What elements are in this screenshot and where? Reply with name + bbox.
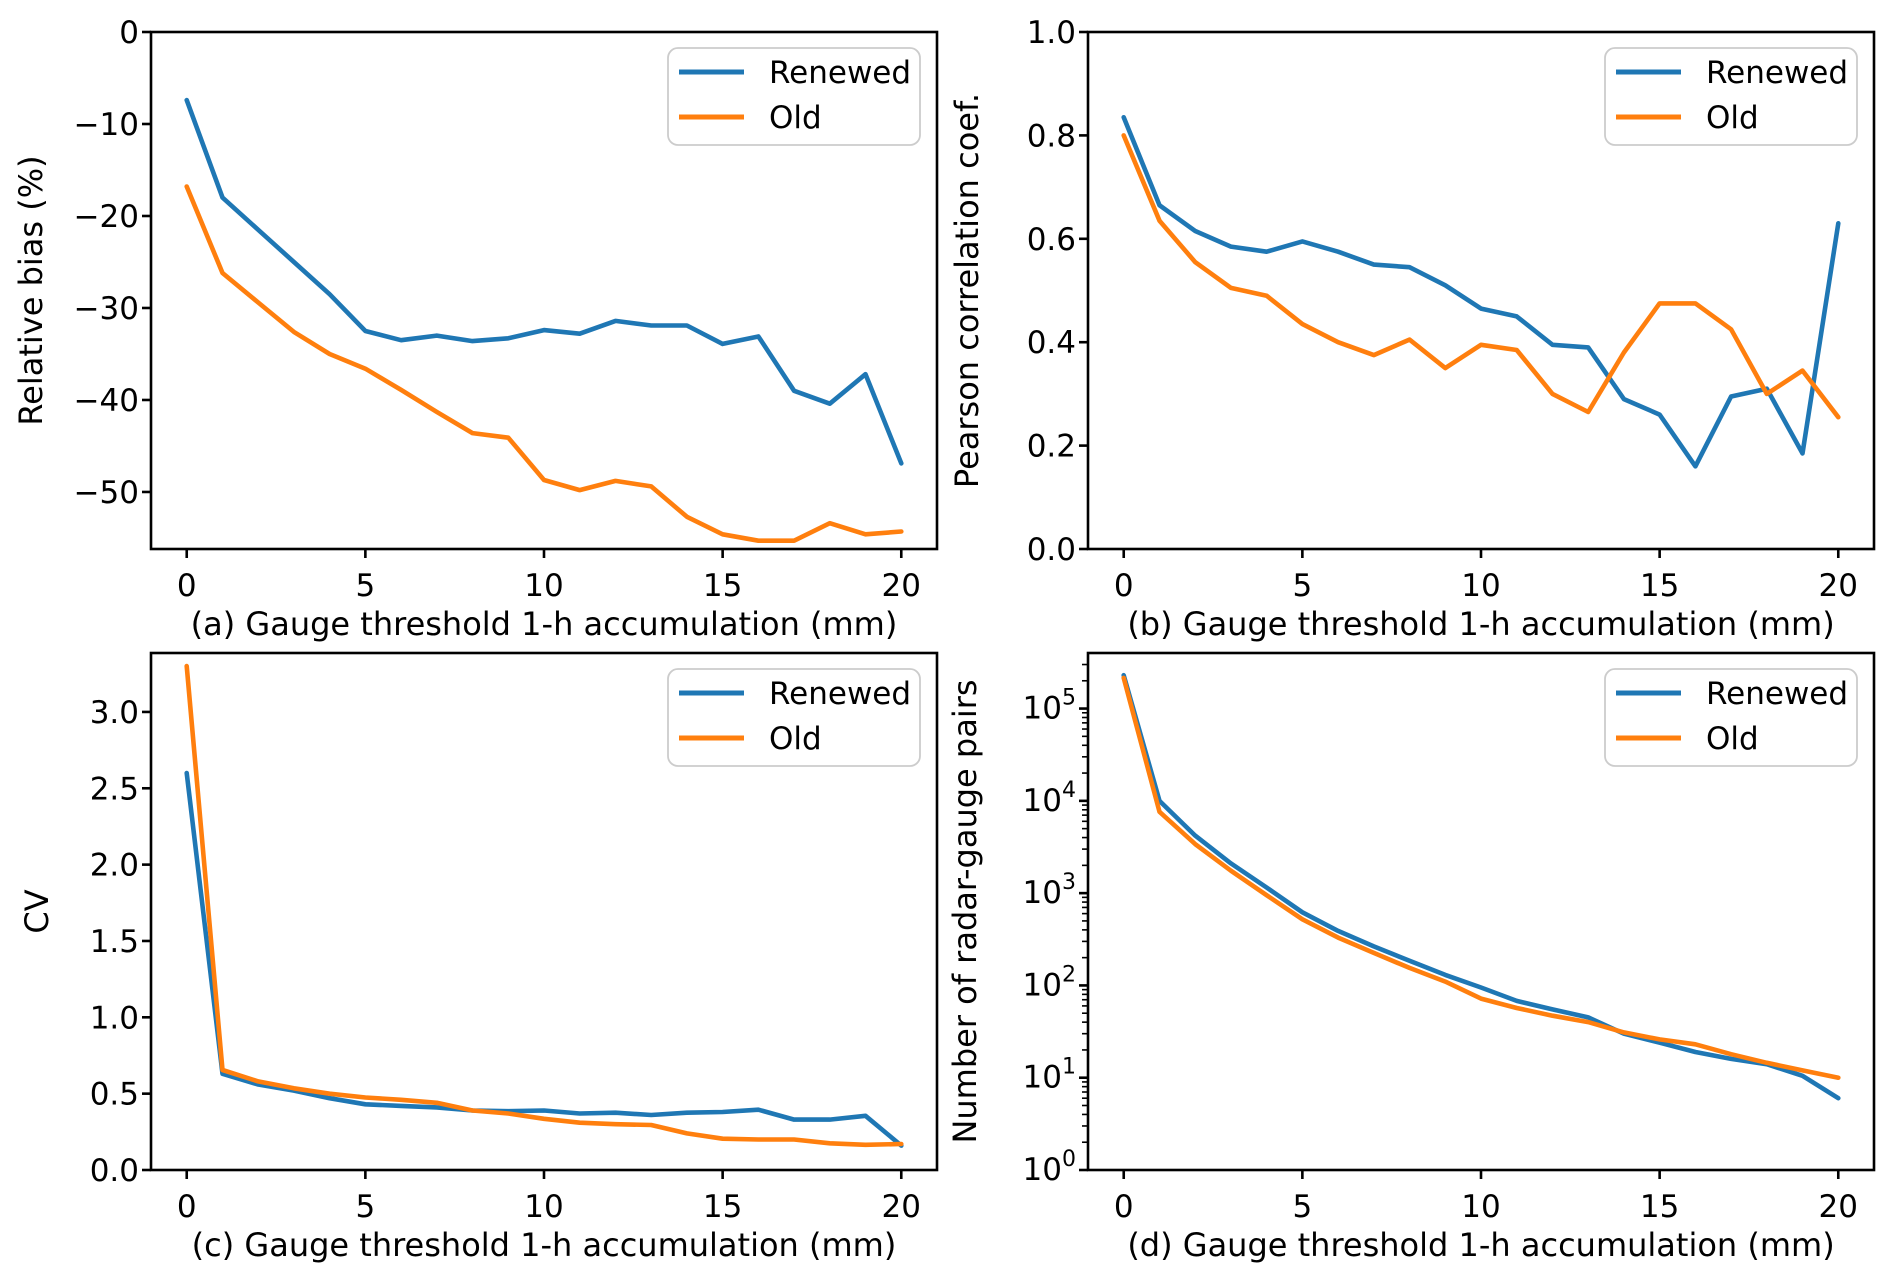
y-tick-label: −30 [74, 291, 139, 327]
legend-label: Old [769, 721, 822, 757]
y-axis-label: Pearson correlation coef. [948, 93, 986, 488]
y-tick-label: 0.6 [1027, 222, 1076, 258]
x-tick-label: 20 [1819, 568, 1858, 604]
panel-cv: 0 5 10 15 20 0.0 0.5 1.0 1.5 2.0 2.5 3.0 Renewed Old (… [0, 643, 946, 1286]
line-renewed [184, 770, 904, 1148]
chart-a: 0 5 10 15 20 0 −10 −20 −30 −40 −50 Renewed Old (a) Ga… [12, 15, 939, 643]
x-axis-label: (a) Gauge threshold 1-h accumulation (mm… [191, 605, 898, 643]
y-tick-label: −20 [74, 199, 139, 235]
y-tick-label: 1.5 [90, 924, 139, 960]
x-tick-label: 5 [1292, 568, 1312, 604]
chart-b: 0 5 10 15 20 0.0 0.2 0.4 0.6 0.8 1.0 Renewed Old (b) … [948, 15, 1876, 643]
line-renewed [1121, 672, 1841, 1101]
y-tick-label: 1.0 [90, 1000, 139, 1036]
y-tick-label: 0.2 [1027, 429, 1076, 465]
panel-relative-bias: 0 5 10 15 20 0 −10 −20 −30 −40 −50 Renewed Old (a) Ga… [0, 0, 946, 643]
y-axis-label: Relative bias (%) [12, 155, 50, 425]
legend-label: Renewed [769, 676, 911, 712]
y-tick-label: 0.8 [1027, 118, 1076, 154]
y-tick-label: 100 [1023, 1147, 1076, 1188]
y-tick-label: 103 [1023, 870, 1076, 911]
legend-label: Old [1706, 721, 1759, 757]
line-renewed [1121, 115, 1841, 469]
x-tick-label: 20 [882, 1189, 921, 1225]
x-tick-label: 5 [1292, 1189, 1312, 1225]
x-tick-label: 10 [524, 1189, 563, 1225]
y-tick-label: 1.0 [1027, 15, 1076, 51]
x-tick-label: 0 [1114, 1189, 1134, 1225]
legend-label: Old [769, 100, 822, 136]
x-tick-label: 15 [1640, 568, 1679, 604]
y-tick-label: 2.5 [90, 771, 139, 807]
x-tick-label: 10 [1461, 568, 1500, 604]
y-axis-label: Number of radar-gauge pairs [946, 679, 984, 1143]
y-axis-label: CV [18, 889, 56, 933]
x-tick-label: 20 [882, 568, 921, 604]
legend-label: Old [1706, 100, 1759, 136]
chart-d: 0 5 10 15 20 100 101 102 103 104 105 Renewed Old (d) … [946, 651, 1876, 1264]
x-tick-label: 10 [524, 568, 563, 604]
y-tick-label: 0.4 [1027, 325, 1076, 361]
y-tick-label: −40 [74, 383, 139, 419]
x-axis-label: (c) Gauge threshold 1-h accumulation (mm… [192, 1226, 897, 1264]
line-renewed [184, 97, 904, 466]
y-tick-label: 0.0 [90, 1153, 139, 1189]
x-axis-label: (b) Gauge threshold 1-h accumulation (mm… [1127, 605, 1834, 643]
line-old [184, 184, 904, 544]
legend-label: Renewed [1706, 55, 1848, 91]
x-tick-label: 15 [703, 568, 742, 604]
y-tick-label: 102 [1023, 962, 1076, 1003]
x-tick-label: 0 [177, 1189, 197, 1225]
y-tick-label: 0 [119, 15, 139, 51]
legend-label: Renewed [769, 55, 911, 91]
x-tick-label: 20 [1819, 1189, 1858, 1225]
line-old [184, 663, 904, 1148]
legend-label: Renewed [1706, 676, 1848, 712]
x-tick-label: 10 [1461, 1189, 1500, 1225]
line-old [1121, 133, 1841, 420]
chart-c: 0 5 10 15 20 0.0 0.5 1.0 1.5 2.0 2.5 3.0 Renewed Old (… [18, 651, 939, 1264]
x-tick-label: 0 [1114, 568, 1134, 604]
y-tick-label: 105 [1023, 686, 1076, 727]
x-tick-label: 5 [355, 1189, 375, 1225]
x-tick-label: 0 [177, 568, 197, 604]
panel-radar-gauge-pairs: 0 5 10 15 20 100 101 102 103 104 105 Renewed Old (d) … [946, 643, 1892, 1286]
y-tick-label: −10 [74, 107, 139, 143]
x-axis-label: (d) Gauge threshold 1-h accumulation (mm… [1127, 1226, 1834, 1264]
y-tick-label: 2.0 [90, 848, 139, 884]
y-tick-label: −50 [74, 475, 139, 511]
y-tick-label: 3.0 [90, 695, 139, 731]
y-tick-label: 0.0 [1027, 532, 1076, 568]
x-tick-label: 15 [1640, 1189, 1679, 1225]
y-tick-label: 0.5 [90, 1077, 139, 1113]
y-tick-label: 104 [1023, 778, 1076, 819]
x-tick-label: 5 [355, 568, 375, 604]
y-tick-label: 101 [1023, 1055, 1076, 1096]
panel-pearson-correlation: 0 5 10 15 20 0.0 0.2 0.4 0.6 0.8 1.0 Renewed Old (b) … [946, 0, 1892, 643]
x-tick-label: 15 [703, 1189, 742, 1225]
line-old [1121, 675, 1841, 1081]
